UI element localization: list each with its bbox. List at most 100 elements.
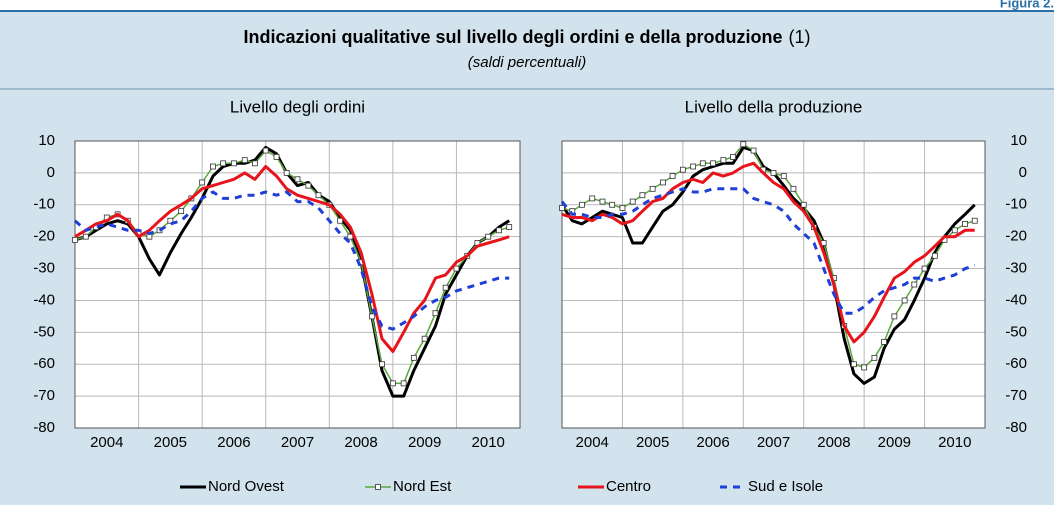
series-marker xyxy=(210,163,216,170)
x-tick-label: 2005 xyxy=(636,434,669,451)
series-marker xyxy=(660,179,666,186)
series-marker xyxy=(421,335,428,342)
series-marker xyxy=(410,354,417,361)
series-line xyxy=(561,161,975,344)
series-marker xyxy=(609,201,616,208)
x-tick-label: 2010 xyxy=(472,434,505,451)
series-line xyxy=(74,165,510,353)
series-marker xyxy=(669,173,676,179)
x-tick-label: 2004 xyxy=(576,434,609,451)
series-marker xyxy=(699,160,706,167)
series-marker xyxy=(911,281,918,288)
y-tick-label: -20 xyxy=(33,228,55,245)
series-marker xyxy=(891,313,898,320)
y-tick-label: -40 xyxy=(33,291,55,308)
series-marker xyxy=(400,380,407,387)
series-marker xyxy=(881,338,887,345)
title-main: Indicazioni qualitative sul livello degl… xyxy=(243,27,782,47)
series-marker xyxy=(951,227,958,234)
series-marker xyxy=(962,221,968,227)
y-tick-label: -10 xyxy=(1005,196,1027,213)
series-marker xyxy=(283,169,290,176)
series-marker xyxy=(690,163,697,170)
figure-label: Figura 2. xyxy=(1000,0,1054,10)
series-marker xyxy=(496,227,502,234)
series-marker xyxy=(871,354,878,361)
y-tick-label: 10 xyxy=(1010,132,1027,149)
x-tick-label: 2008 xyxy=(344,434,377,451)
series-marker xyxy=(379,361,385,368)
series-marker xyxy=(780,173,787,179)
series-marker xyxy=(599,198,606,205)
series-marker xyxy=(442,284,449,291)
y-tick-label: -60 xyxy=(33,355,55,372)
legend-marker xyxy=(375,484,381,490)
series-marker xyxy=(72,236,78,243)
legend-label: Nord Est xyxy=(393,478,452,495)
x-tick-label: 2004 xyxy=(90,434,123,451)
y-tick-label: -30 xyxy=(33,260,55,277)
y-tick-label: 0 xyxy=(1019,164,1027,181)
legend-label: Sud e Isole xyxy=(748,478,823,495)
series-marker xyxy=(559,205,565,211)
series-marker xyxy=(368,313,375,320)
chart-title: Livello degli ordini xyxy=(230,97,365,116)
title-note: (1) xyxy=(789,27,811,47)
subtitle: (saldi percentuali) xyxy=(468,54,586,71)
series-marker xyxy=(82,233,89,240)
x-tick-label: 2007 xyxy=(281,434,314,451)
series-marker xyxy=(252,160,258,167)
plot-area xyxy=(75,141,520,428)
x-tick-label: 2006 xyxy=(696,434,729,451)
series-marker xyxy=(629,198,636,205)
series-marker xyxy=(389,380,396,387)
title: Indicazioni qualitative sul livello degl… xyxy=(243,27,810,47)
y-tick-label: 10 xyxy=(38,132,55,149)
series-marker xyxy=(294,176,301,183)
series-marker xyxy=(971,217,978,224)
series-line xyxy=(560,145,976,385)
series-marker xyxy=(740,141,747,148)
y-tick-label: -70 xyxy=(33,387,55,404)
series-marker xyxy=(337,217,343,224)
x-tick-label: 2010 xyxy=(938,434,971,451)
series-marker xyxy=(619,205,626,211)
series-marker xyxy=(921,265,928,272)
chart-title: Livello della produzione xyxy=(685,97,863,116)
y-tick-label: 0 xyxy=(47,164,55,181)
series-line xyxy=(74,145,510,398)
series-marker xyxy=(178,208,185,215)
series-line xyxy=(560,187,976,315)
x-tick-label: 2008 xyxy=(817,434,850,451)
y-tick-label: -50 xyxy=(1005,323,1027,340)
series-marker xyxy=(262,147,269,154)
series-marker xyxy=(453,265,460,272)
series-marker xyxy=(589,195,596,202)
plot-frame xyxy=(561,140,986,429)
x-tick-label: 2009 xyxy=(878,434,911,451)
y-tick-label: -50 xyxy=(33,323,55,340)
x-tick-label: 2009 xyxy=(408,434,441,451)
series-marker xyxy=(220,160,227,167)
series-marker xyxy=(649,185,656,192)
plot-frame xyxy=(74,140,521,429)
series-marker xyxy=(231,160,237,167)
series-marker xyxy=(720,157,727,164)
series-marker xyxy=(199,179,206,186)
legend-label: Nord Ovest xyxy=(208,478,285,495)
series-marker xyxy=(790,185,797,192)
series-marker xyxy=(506,224,513,231)
series-marker xyxy=(750,147,757,154)
series-marker xyxy=(167,217,174,224)
x-tick-label: 2006 xyxy=(217,434,250,451)
series-marker xyxy=(315,192,322,199)
y-tick-label: -60 xyxy=(1005,355,1027,372)
series-marker xyxy=(432,310,439,317)
series-marker xyxy=(800,201,807,208)
y-tick-label: -40 xyxy=(1005,291,1027,308)
y-tick-label: -80 xyxy=(1005,419,1027,436)
series-marker xyxy=(710,160,716,167)
legend-label: Centro xyxy=(606,478,651,495)
y-tick-label: -80 xyxy=(33,419,55,436)
